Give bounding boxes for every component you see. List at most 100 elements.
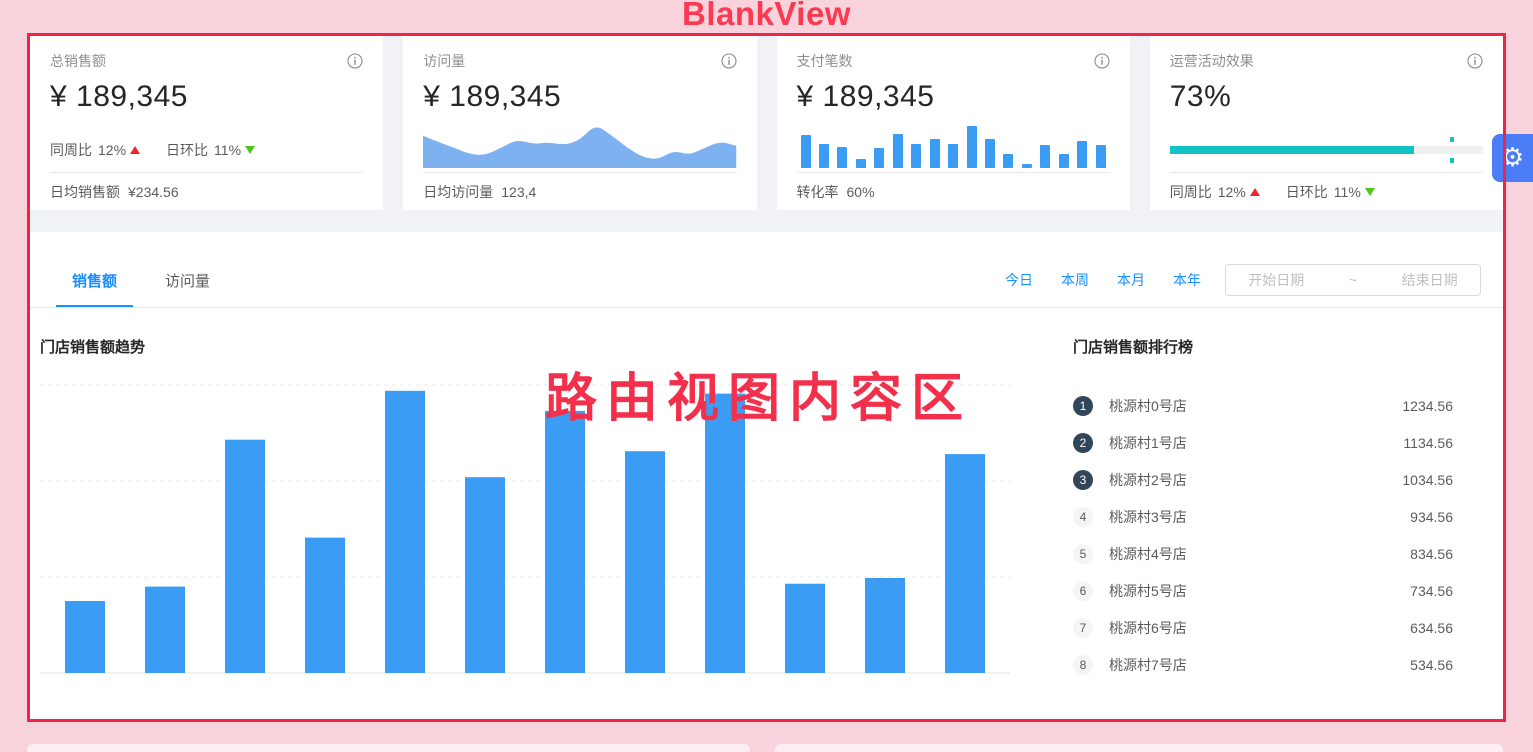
quick-filters: 今日 本周 本月 本年 [1005,270,1201,290]
card-value: ¥ 189,345 [50,80,188,113]
stat-cards-row: 总销售额 ¥ 189,345 同周比 12% 日环比 11% [30,36,1503,210]
card-title: 总销售额 [50,53,106,69]
range-separator: ~ [1348,271,1358,288]
divider [796,172,1110,173]
trend-label: 同周比 [1169,183,1212,200]
mini-bar [985,139,996,168]
mini-bar [1021,163,1032,168]
caret-up-icon [130,146,141,154]
bar [625,451,665,673]
trend-day: 日环比 11% [1286,182,1375,202]
bar [385,390,425,673]
ranking-value: 934.56 [1410,508,1453,525]
filter-today[interactable]: 今日 [1005,271,1033,288]
rank-badge: 3 [1073,469,1093,490]
mini-bar [800,135,811,168]
caret-up-icon [1249,187,1260,196]
ranking-value: 834.56 [1410,545,1453,562]
ranking-panel: 门店销售额排行榜 1 桃源村0号店 1234.56 2 桃源村1号店 1134.56 3 桃源… [1073,336,1453,683]
info-circle-icon[interactable] [720,53,737,69]
trend-value: 12% [1217,183,1246,200]
trend-label: 同周比 [50,142,92,158]
ranking-row: 1 桃源村0号店 1234.56 [1073,387,1453,424]
info-circle-icon[interactable] [1094,53,1110,69]
bar [65,601,105,673]
rank-badge: 6 [1073,580,1093,601]
mini-bar [929,139,940,168]
trend-week: 同周比 12% [1170,182,1260,202]
mini-bar [1040,145,1051,168]
page-title: BlankView [682,0,851,32]
ranking-row: 8 桃源村7号店 534.56 [1073,646,1453,683]
caret-down-icon [1364,187,1375,196]
bar [705,393,745,673]
footer-value: 123,4 [501,183,537,200]
ranking-title: 门店销售额排行榜 [1073,339,1194,356]
next-row-panel-left [27,744,750,752]
visits-area-chart [423,122,737,168]
end-date-placeholder[interactable]: 结束日期 [1401,271,1458,288]
route-view-content: 总销售额 ¥ 189,345 同周比 12% 日环比 11% [30,36,1503,719]
ranking-row: 6 桃源村5号店 734.56 [1073,572,1453,609]
trend-value: 11% [1333,183,1361,200]
mini-bar [855,159,866,168]
card-title: 支付笔数 [796,53,853,69]
divider [50,172,364,173]
ranking-store-name: 桃源村2号店 [1109,471,1187,488]
footer-label: 转化率 [796,183,839,200]
bar [865,578,905,673]
mini-bar [1003,153,1014,168]
start-date-placeholder[interactable]: 开始日期 [1248,271,1305,288]
card-operation-effect: 运营活动效果 73% 同周比 12% 日环比 [1149,36,1503,210]
ranking-store-name: 桃源村6号店 [1109,619,1187,636]
ranking-value: 1134.56 [1403,434,1453,451]
ranking-value: 1234.56 [1402,397,1453,414]
bar [145,586,185,673]
ranking-store-name: 桃源村5号店 [1109,582,1187,599]
ranking-store-name: 桃源村7号店 [1109,656,1187,673]
trend-week: 同周比 12% [50,140,141,160]
ranking-store-name: 桃源村0号店 [1109,397,1187,414]
bar [945,454,985,673]
card-value: ¥ 189,345 [423,80,562,113]
card-value: ¥ 189,345 [796,80,935,113]
mini-bar [948,143,959,168]
mini-bar [818,143,829,168]
trend-day: 日环比 11% [166,140,256,160]
trend-value: 12% [98,142,127,158]
divider [1169,172,1483,173]
bar [305,537,345,673]
card-title: 运营活动效果 [1169,53,1254,69]
tab-sales[interactable]: 销售额 [56,232,134,307]
progress-bar [1169,137,1483,163]
ranking-list: 1 桃源村0号店 1234.56 2 桃源村1号店 1134.56 3 桃源村2号店 1034.… [1073,387,1453,683]
card-payments: 支付笔数 ¥ 189,345 转化率 60% [776,36,1130,210]
trend-row: 同周比 12% 日环比 11% [50,140,281,160]
filter-this-month[interactable]: 本月 [1117,271,1145,288]
mini-bar [837,146,848,168]
rank-badge: 5 [1073,543,1093,564]
date-range-picker[interactable]: 开始日期 ~ 结束日期 [1225,263,1481,296]
ranking-row: 4 桃源村3号店 934.56 [1073,498,1453,535]
sales-panel: 销售额 访问量 今日 本周 本月 本年 开始日期 ~ 结束日期 门店销售额趋势 门店销… [30,232,1503,719]
rank-badge: 4 [1073,506,1093,527]
ranking-value: 534.56 [1410,656,1453,673]
divider [423,172,737,173]
ranking-value: 734.56 [1410,582,1453,599]
ranking-value: 634.56 [1410,619,1453,636]
ranking-row: 7 桃源村6号店 634.56 [1073,609,1453,646]
info-circle-icon[interactable] [347,53,363,69]
ranking-value: 1034.56 [1402,471,1453,488]
filter-this-year[interactable]: 本年 [1173,271,1201,288]
progress-target-marker [1449,158,1454,163]
bar [225,439,265,673]
next-row-panel-right [775,744,1503,752]
settings-button[interactable]: ⚙ [1492,134,1533,182]
mini-bar [874,148,885,168]
filter-this-week[interactable]: 本周 [1061,271,1089,288]
info-circle-icon[interactable] [1467,53,1483,69]
tab-visits[interactable]: 访问量 [165,273,211,290]
card-total-sales: 总销售额 ¥ 189,345 同周比 12% 日环比 11% [30,36,384,210]
tabbar: 销售额 访问量 今日 本周 本月 本年 开始日期 ~ 结束日期 [30,232,1503,308]
bar [545,410,585,673]
